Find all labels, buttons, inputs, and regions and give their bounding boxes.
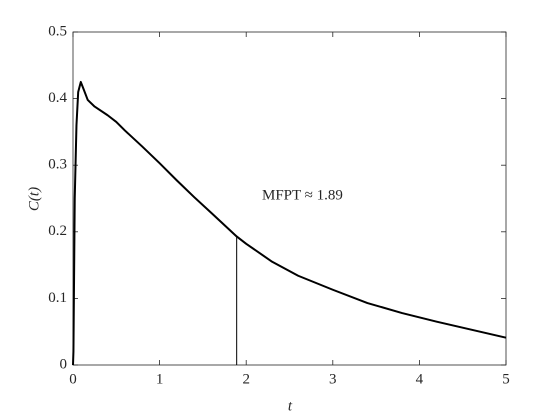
x-tick-label: 0: [69, 371, 77, 387]
x-tick-label: 3: [329, 371, 337, 387]
x-tick-label: 5: [502, 371, 510, 387]
x-tick-label: 4: [416, 371, 424, 387]
y-tick-label: 0.2: [48, 223, 67, 239]
y-tick-label: 0.1: [48, 290, 67, 306]
axes-box: [72, 31, 507, 366]
y-tick-label: 0: [60, 356, 68, 372]
y-tick-label: 0.3: [48, 157, 67, 173]
x-tick-label: 2: [242, 371, 250, 387]
x-tick-label: 1: [156, 371, 164, 387]
annotation: MFPT ≈ 1.89: [262, 187, 343, 203]
y-tick-label: 0.5: [48, 23, 67, 39]
x-axis-label: t: [288, 398, 293, 414]
y-axis-label: C(t): [26, 187, 42, 211]
y-tick-label: 0.4: [48, 90, 67, 106]
curve: [72, 80, 507, 366]
